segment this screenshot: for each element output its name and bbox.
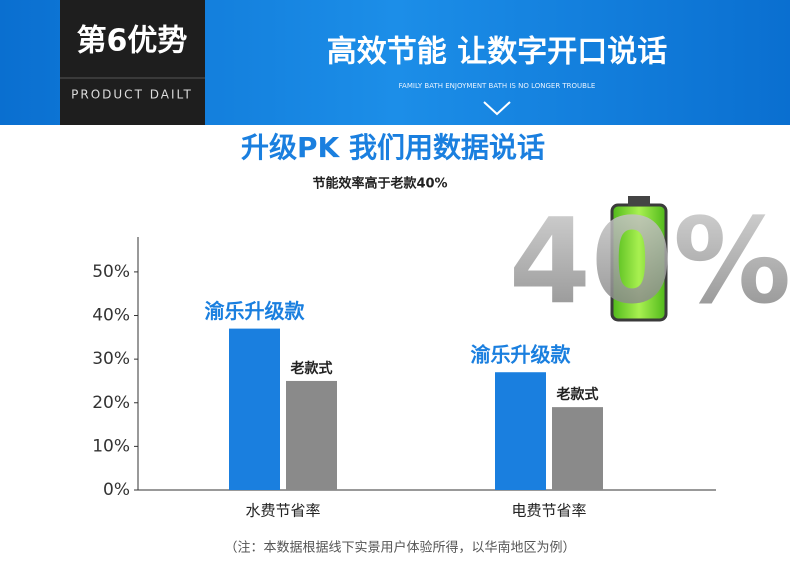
graphic: 40% <box>509 192 790 330</box>
series-label: 老款式 <box>557 386 599 403</box>
y-tick-label: 20% <box>92 393 130 413</box>
headline: 高效节能 让数字开口说话 <box>327 35 667 70</box>
graphic-text: 40% <box>509 192 790 330</box>
x-tick-label: 水费节省率 <box>245 502 320 520</box>
y-tick-label: 30% <box>92 349 130 369</box>
bar <box>286 380 337 490</box>
y-tick-label: 40% <box>92 306 130 326</box>
bar <box>552 407 603 490</box>
y-tick-label: 0% <box>103 480 130 500</box>
badge-subtitle: PRODUCT DAILT <box>71 88 193 102</box>
badge-title: 第6优势 <box>77 24 188 59</box>
chart-title: 升级PK 我们用数据说话 <box>241 131 545 164</box>
series-label: 老款式 <box>291 360 333 377</box>
battery-cap <box>628 196 650 206</box>
y-tick-label: 50% <box>92 262 130 282</box>
y-tick-label: 10% <box>92 436 130 456</box>
footnote: （注：本数据根据线下实景用户体验所得，以华南地区为例） <box>224 540 575 556</box>
bar <box>229 328 280 490</box>
series-label: 渝乐升级款 <box>471 343 572 367</box>
bar <box>495 372 546 490</box>
series-label: 渝乐升级款 <box>205 299 306 323</box>
x-tick-label: 电费节省率 <box>511 502 586 520</box>
chevron <box>483 101 511 116</box>
badge-box <box>60 0 205 125</box>
tagline: FAMILY BATH ENJOYMENT BATH IS NO LONGER … <box>399 82 596 90</box>
chart-subtitle: 节能效率高于老款40% <box>312 176 447 192</box>
